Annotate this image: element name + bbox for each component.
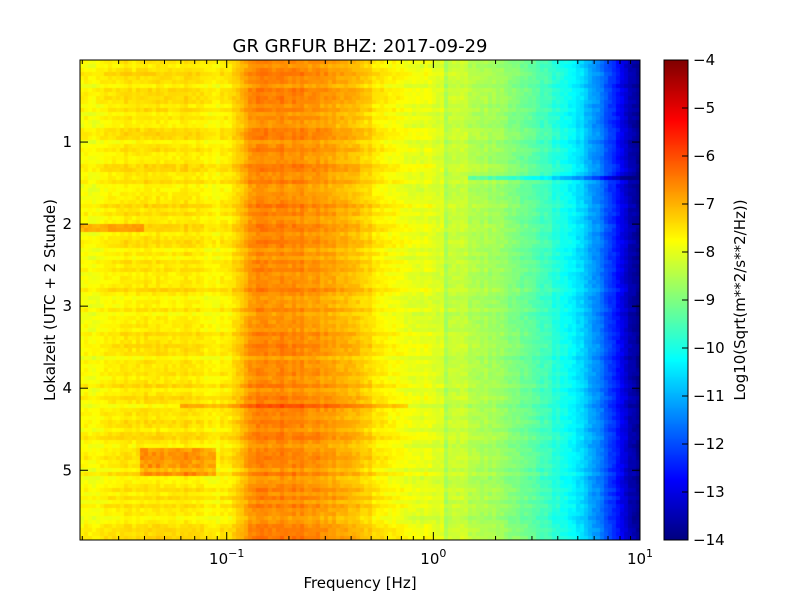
x-tick-label: 100 <box>420 547 446 568</box>
colorbar-tick-label: −8 <box>693 243 715 261</box>
colorbar-tick-label: −5 <box>693 99 715 117</box>
colorbar-tick-label: −7 <box>693 195 715 213</box>
colorbar-tick-label: −6 <box>693 147 715 165</box>
colorbar-tick-label: −10 <box>693 339 725 357</box>
x-tick-label: 10−1 <box>209 547 244 568</box>
colorbar-ticks: −4 −5 −6 −7 −8 −9 −10 −11 −12 −13 −14 <box>682 51 725 549</box>
x-tick-label: 101 <box>627 547 653 568</box>
y-tick-label: 1 <box>62 133 72 151</box>
y-tick-label: 4 <box>62 379 72 397</box>
x-axis-ticks: 10−1 100 101 <box>81 60 653 568</box>
colorbar-tick-label: −14 <box>693 531 725 549</box>
colorbar: −4 −5 −6 −7 −8 −9 −10 −11 −12 −13 −14 <box>663 51 725 549</box>
colorbar-tick-label: −12 <box>693 435 725 453</box>
chart-title: GR GRFUR BHZ: 2017-09-29 <box>233 36 488 57</box>
colorbar-label: Log10(Sqrt(m**2/s**2/Hz)) <box>731 199 749 400</box>
y-tick-label: 3 <box>62 297 72 315</box>
y-tick-label: 2 <box>62 215 72 233</box>
plot-frame <box>79 59 641 541</box>
spectrogram-plot: 10−1 100 101 1 2 3 4 5 <box>62 59 653 568</box>
y-tick-label: 5 <box>62 461 72 479</box>
colorbar-tick-label: −9 <box>693 291 715 309</box>
y-axis-ticks: 1 2 3 4 5 <box>62 133 640 479</box>
y-axis-label: Lokalzeit (UTC + 2 Stunde) <box>41 199 59 401</box>
colorbar-tick-label: −13 <box>693 483 725 501</box>
colorbar-tick-label: −4 <box>693 51 715 69</box>
colorbar-tick-label: −11 <box>693 387 725 405</box>
x-axis-label: Frequency [Hz] <box>303 574 416 592</box>
spectrogram-heatmap <box>80 60 640 540</box>
